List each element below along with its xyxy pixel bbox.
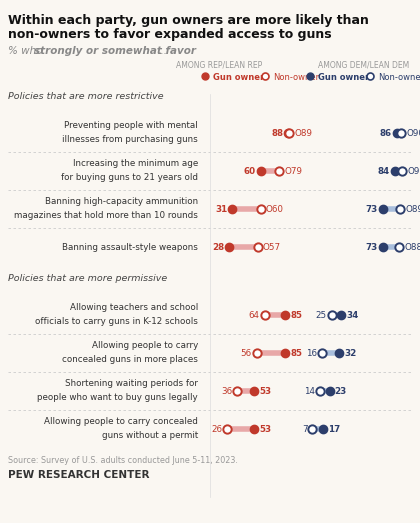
Text: Banning assault-style weapons: Banning assault-style weapons [62, 243, 198, 252]
Text: O90: O90 [406, 129, 420, 138]
Text: 88: 88 [271, 129, 283, 138]
Text: O89: O89 [294, 129, 312, 138]
Text: 53: 53 [259, 425, 271, 434]
Text: 26: 26 [212, 425, 223, 434]
Text: O89: O89 [405, 204, 420, 213]
Text: Preventing people with mental: Preventing people with mental [64, 121, 198, 131]
Text: strongly or somewhat favor: strongly or somewhat favor [34, 46, 196, 56]
Text: 84: 84 [378, 166, 390, 176]
Text: 28: 28 [213, 243, 224, 252]
Text: O57: O57 [263, 243, 281, 252]
Text: Increasing the minimum age: Increasing the minimum age [73, 160, 198, 168]
Text: O88: O88 [404, 243, 420, 252]
Text: magazines that hold more than 10 rounds: magazines that hold more than 10 rounds [14, 211, 198, 221]
Text: 73: 73 [366, 204, 378, 213]
Text: O79: O79 [284, 166, 302, 176]
Text: 34: 34 [346, 311, 359, 320]
Text: 53: 53 [259, 386, 271, 395]
Text: guns without a permit: guns without a permit [102, 431, 198, 440]
Text: PEW RESEARCH CENTER: PEW RESEARCH CENTER [8, 470, 150, 480]
Text: Allowing teachers and school: Allowing teachers and school [70, 303, 198, 313]
Text: Non-owner: Non-owner [273, 73, 319, 82]
Text: 60: 60 [244, 166, 256, 176]
Text: 7: 7 [302, 425, 307, 434]
Text: Policies that are more restrictive: Policies that are more restrictive [8, 92, 164, 101]
Text: illnesses from purchasing guns: illnesses from purchasing guns [62, 135, 198, 144]
Text: 25: 25 [315, 311, 327, 320]
Text: 16: 16 [306, 348, 317, 358]
Text: Within each party, gun owners are more likely than: Within each party, gun owners are more l… [8, 14, 369, 27]
Text: 36: 36 [221, 386, 232, 395]
Text: AMONG REP/LEAN REP: AMONG REP/LEAN REP [176, 60, 262, 69]
Text: Allowing people to carry: Allowing people to carry [92, 342, 198, 350]
Text: O91: O91 [407, 166, 420, 176]
Text: 85: 85 [290, 348, 302, 358]
Text: officials to carry guns in K-12 schools: officials to carry guns in K-12 schools [35, 317, 198, 326]
Text: 64: 64 [249, 311, 260, 320]
Text: 23: 23 [335, 386, 347, 395]
Text: ...: ... [154, 46, 167, 56]
Text: 17: 17 [328, 425, 341, 434]
Text: for buying guns to 21 years old: for buying guns to 21 years old [61, 174, 198, 183]
Text: AMONG DEM/LEAN DEM: AMONG DEM/LEAN DEM [318, 60, 409, 69]
Text: % who: % who [8, 46, 46, 56]
Text: Gun owner: Gun owner [213, 73, 264, 82]
Text: people who want to buy guns legally: people who want to buy guns legally [37, 393, 198, 403]
Text: 85: 85 [290, 311, 302, 320]
Text: O60: O60 [266, 204, 284, 213]
Text: 73: 73 [366, 243, 378, 252]
Text: 56: 56 [241, 348, 252, 358]
Text: concealed guns in more places: concealed guns in more places [62, 356, 198, 365]
Text: Allowing people to carry concealed: Allowing people to carry concealed [44, 417, 198, 426]
Text: 31: 31 [215, 204, 227, 213]
Text: Gun owner: Gun owner [318, 73, 369, 82]
Text: 14: 14 [304, 386, 315, 395]
Text: Source: Survey of U.S. adults conducted June 5-11, 2023.: Source: Survey of U.S. adults conducted … [8, 456, 238, 465]
Text: Non-owner: Non-owner [378, 73, 420, 82]
Text: Policies that are more permissive: Policies that are more permissive [8, 274, 167, 283]
Text: non-owners to favor expanded access to guns: non-owners to favor expanded access to g… [8, 28, 332, 41]
Text: Banning high-capacity ammunition: Banning high-capacity ammunition [45, 198, 198, 207]
Text: 86: 86 [380, 129, 392, 138]
Text: 32: 32 [344, 348, 357, 358]
Text: Shortening waiting periods for: Shortening waiting periods for [65, 380, 198, 389]
